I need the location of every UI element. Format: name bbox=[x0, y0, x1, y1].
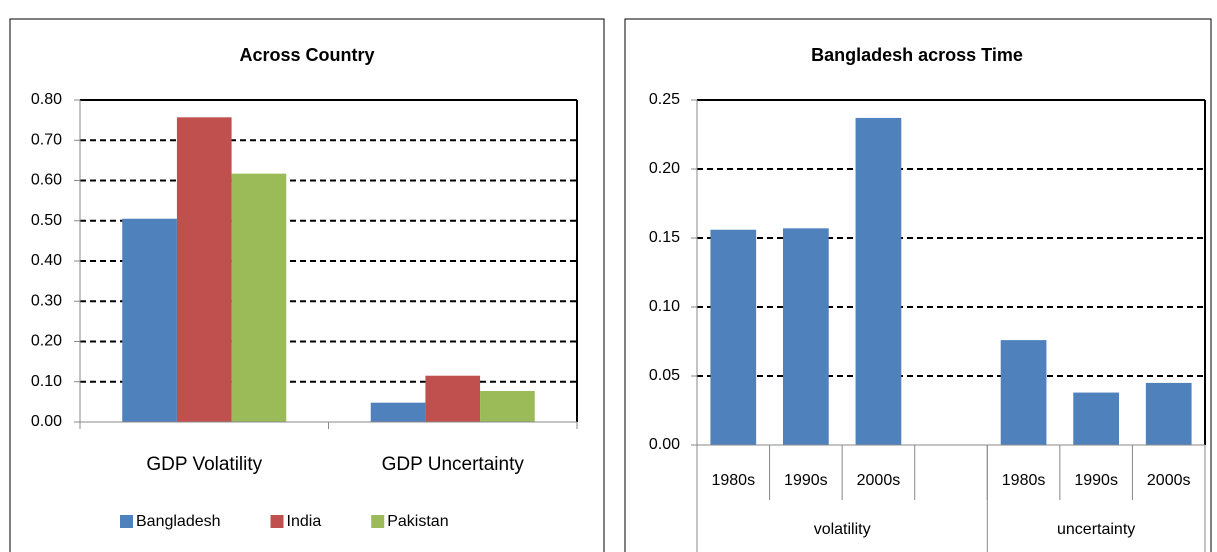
group-label: uncertainty bbox=[1057, 521, 1135, 538]
x-tick-label: 2000s bbox=[1147, 472, 1191, 489]
x-tick-label: 1980s bbox=[1002, 472, 1046, 489]
bar bbox=[370, 402, 426, 422]
bar bbox=[855, 117, 902, 445]
x-tick-label: 1990s bbox=[1074, 472, 1118, 489]
bar bbox=[231, 173, 287, 422]
y-tick-label: 0.00 bbox=[31, 413, 62, 430]
legend-label: Pakistan bbox=[387, 513, 448, 530]
y-tick-label: 0.40 bbox=[31, 252, 62, 269]
bar bbox=[1145, 382, 1192, 445]
bar bbox=[782, 228, 829, 445]
y-tick-label: 0.50 bbox=[31, 212, 62, 229]
bar bbox=[176, 117, 232, 423]
y-tick-label: 0.70 bbox=[31, 131, 62, 148]
group-label: volatility bbox=[814, 521, 871, 538]
legend-label: Bangladesh bbox=[136, 513, 221, 530]
y-tick-label: 0.30 bbox=[31, 292, 62, 309]
legend-label: India bbox=[287, 513, 322, 530]
x-tick-label: 2000s bbox=[857, 472, 901, 489]
legend-swatch bbox=[371, 515, 385, 528]
chart-title: Bangladesh across Time bbox=[811, 45, 1023, 65]
legend-swatch bbox=[120, 515, 133, 528]
y-tick-label: 0.20 bbox=[31, 333, 62, 350]
y-tick-label: 0.10 bbox=[649, 298, 680, 315]
y-tick-label: 0.00 bbox=[649, 436, 680, 453]
chart-frame bbox=[9, 18, 605, 552]
bar bbox=[480, 391, 535, 422]
chart-frame bbox=[624, 18, 1212, 552]
bar bbox=[1000, 340, 1047, 445]
bar bbox=[1073, 392, 1120, 445]
y-tick-label: 0.60 bbox=[31, 172, 62, 189]
x-tick-label: GDP Uncertainty bbox=[382, 454, 525, 475]
y-tick-label: 0.15 bbox=[649, 229, 680, 246]
x-tick-label: 1980s bbox=[711, 472, 755, 489]
y-tick-label: 0.10 bbox=[31, 373, 62, 390]
y-tick-label: 0.05 bbox=[649, 367, 680, 384]
bar bbox=[425, 375, 481, 422]
bar bbox=[710, 229, 757, 445]
x-tick-label: GDP Volatility bbox=[146, 454, 262, 475]
chart-title: Across Country bbox=[239, 45, 374, 65]
x-tick-label: 1990s bbox=[784, 472, 828, 489]
y-tick-label: 0.25 bbox=[649, 91, 680, 108]
bar bbox=[122, 218, 177, 422]
legend-swatch bbox=[270, 515, 284, 528]
y-tick-label: 0.20 bbox=[649, 160, 680, 177]
y-tick-label: 0.80 bbox=[31, 91, 62, 108]
